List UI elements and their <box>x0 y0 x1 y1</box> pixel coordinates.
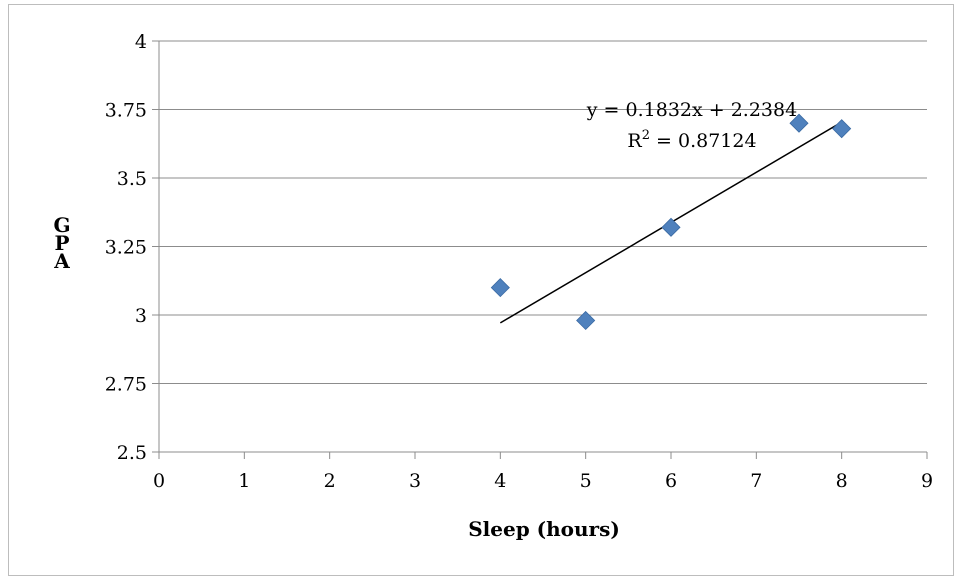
x-tick-label: 6 <box>665 470 677 492</box>
y-axis-title-letter: A <box>53 249 70 273</box>
data-point <box>661 217 681 237</box>
y-tick-label: 4 <box>135 31 147 53</box>
data-point <box>490 278 510 298</box>
y-axis-title-letter: P <box>54 231 69 255</box>
data-point <box>789 113 809 133</box>
y-tick-label: 3 <box>135 305 147 327</box>
x-tick-label: 2 <box>324 470 336 492</box>
chart-frame <box>8 4 954 576</box>
y-tick-label: 2.5 <box>117 442 147 464</box>
y-tick-label: 3.25 <box>105 237 147 259</box>
data-point <box>832 119 852 139</box>
x-tick-label: 3 <box>409 470 421 492</box>
y-tick-label: 2.75 <box>105 374 147 396</box>
trendline-equation: y = 0.1832x + 2.2384 <box>586 99 797 121</box>
y-tick-label: 3.75 <box>105 100 147 122</box>
axes <box>152 40 928 459</box>
data-point <box>576 310 596 331</box>
r-squared-value: = 0.87124 <box>650 130 757 152</box>
data-points <box>490 113 852 331</box>
x-tick-labels: 0 1 2 3 4 5 6 7 8 9 <box>153 470 933 492</box>
r-squared-symbol: R <box>627 130 642 152</box>
y-axis-title-letter: G <box>53 213 70 237</box>
x-tick-label: 7 <box>750 470 762 492</box>
r-squared-label: R2 = 0.87124 <box>627 128 756 152</box>
x-axis-title: Sleep (hours) <box>468 517 620 541</box>
x-tick-label: 1 <box>238 470 250 492</box>
x-tick-label: 0 <box>153 470 165 492</box>
r-squared-superscript: 2 <box>642 128 650 143</box>
y-tick-labels: 2.5 2.75 3 3.25 3.5 3.75 4 <box>105 31 147 464</box>
x-tick-label: 4 <box>494 470 506 492</box>
x-tick-label: 5 <box>580 470 592 492</box>
x-tick-label: 8 <box>836 470 848 492</box>
y-tick-label: 3.5 <box>117 168 147 190</box>
y-axis-title: GPA <box>53 213 70 273</box>
gridlines <box>159 40 927 384</box>
x-tick-label: 9 <box>921 470 933 492</box>
